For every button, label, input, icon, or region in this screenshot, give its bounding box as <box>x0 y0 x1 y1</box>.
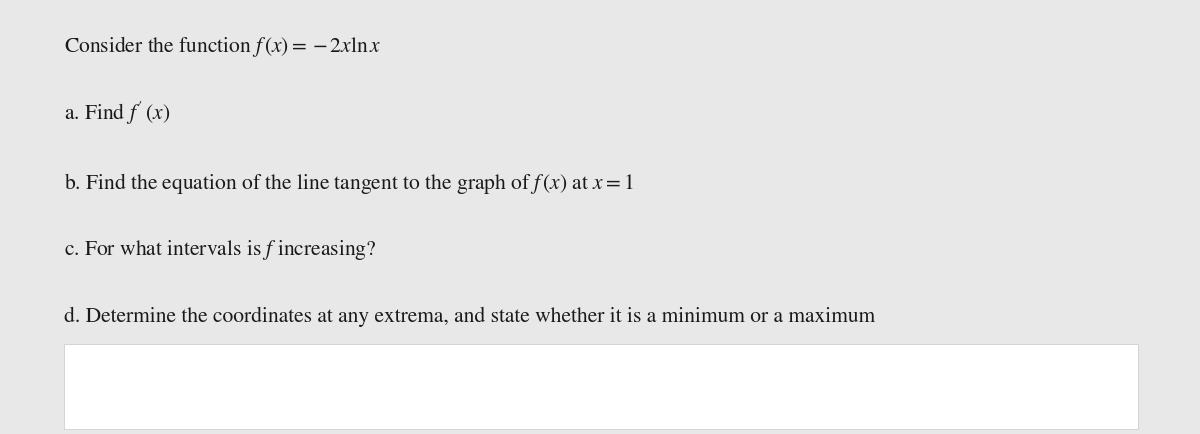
Text: a. Find $f^{\prime}\,(x)$: a. Find $f^{\prime}\,(x)$ <box>64 100 170 127</box>
Text: c. For what intervals is $f$ increasing?: c. For what intervals is $f$ increasing? <box>64 238 376 263</box>
Text: Consider the function $f\,(x) = -2x\ln x$: Consider the function $f\,(x) = -2x\ln x… <box>64 34 380 59</box>
Text: d. Determine the coordinates at any extrema, and state whether it is a minimum o: d. Determine the coordinates at any extr… <box>64 307 875 327</box>
Bar <box>64 344 1138 429</box>
Text: b. Find the equation of the line tangent to the graph of $f\,(x)$ at $x = 1$: b. Find the equation of the line tangent… <box>64 171 634 196</box>
